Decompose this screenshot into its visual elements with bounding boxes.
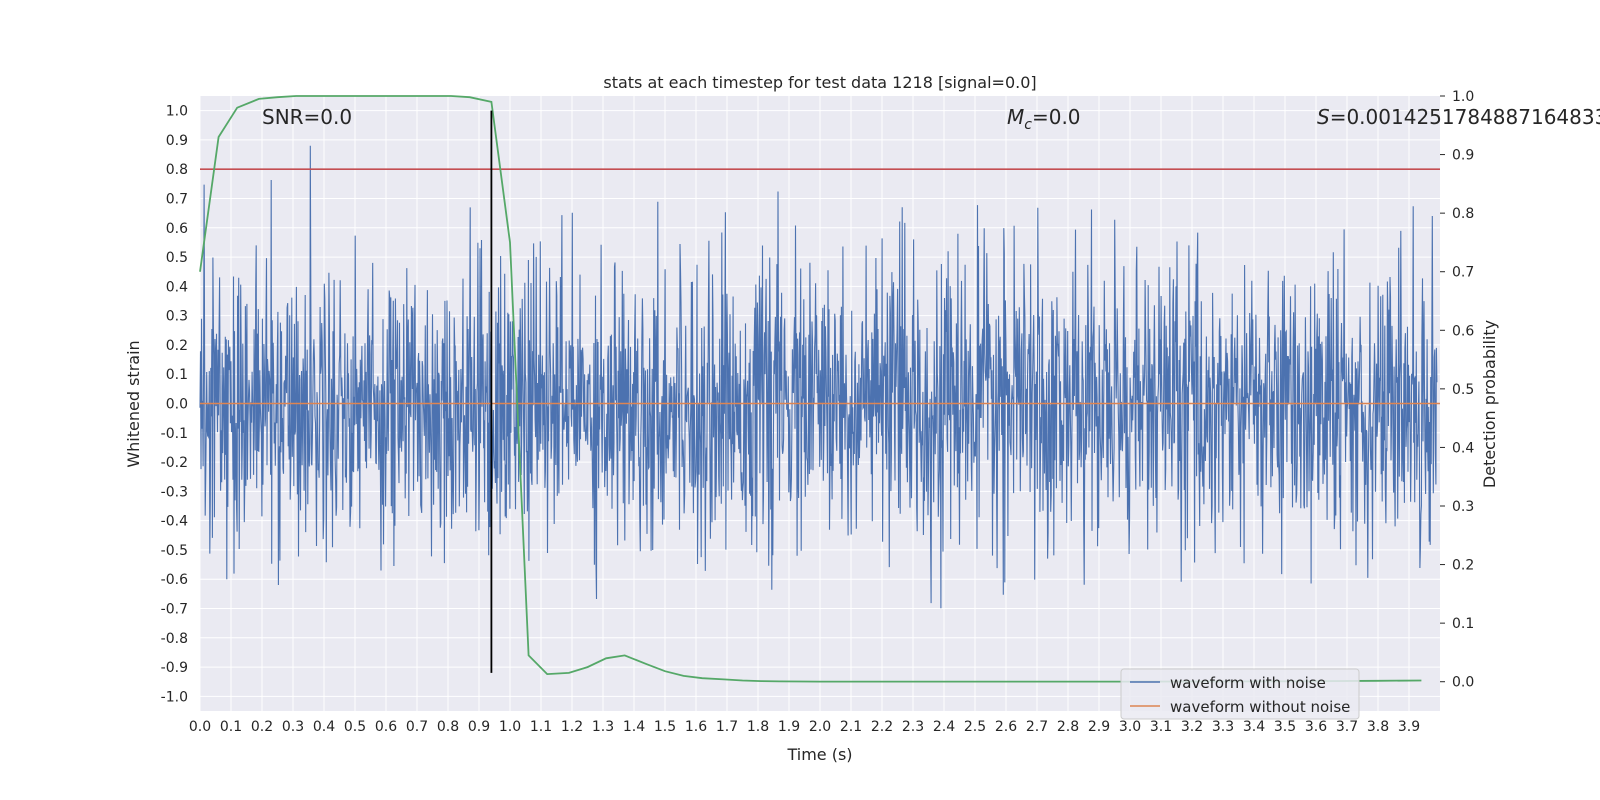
x-tick-label: 1.7 (716, 719, 738, 735)
x-tick-label: 2.4 (933, 719, 955, 735)
y-right-tick-label: 0.0 (1452, 675, 1474, 691)
y-left-tick-label: 1.0 (166, 104, 188, 120)
y-left-tick-label: -0.4 (161, 514, 188, 530)
y-left-tick-label: 0.4 (166, 279, 188, 295)
x-tick-label: 0.7 (406, 719, 428, 735)
x-tick-label: 0.2 (251, 719, 273, 735)
x-tick-label: 2.5 (964, 719, 986, 735)
x-tick-label: 1.8 (747, 719, 769, 735)
y-left-tick-label: 0.8 (166, 162, 188, 178)
x-tick-label: 3.2 (1181, 719, 1203, 735)
x-tick-label: 1.4 (623, 719, 645, 735)
y-right-tick-label: 0.7 (1452, 265, 1474, 281)
x-tick-label: 3.1 (1150, 719, 1172, 735)
chart-title: stats at each timestep for test data 121… (603, 73, 1036, 92)
y-left-tick-label: -0.7 (161, 602, 188, 618)
x-tick-label: 0.0 (189, 719, 211, 735)
y-right-tick-label: 0.4 (1452, 440, 1474, 456)
y-left-tick-label: -0.5 (161, 543, 188, 559)
y-left-tick-label: 0.2 (166, 338, 188, 354)
x-tick-label: 1.0 (499, 719, 521, 735)
y-left-tick-label: -0.6 (161, 572, 188, 588)
y-left-tick-label: -0.8 (161, 631, 188, 647)
x-tick-label: 0.1 (220, 719, 242, 735)
y-right-tick-label: 0.2 (1452, 558, 1474, 574)
x-tick-label: 2.0 (809, 719, 831, 735)
mc-annotation: Mc=0.0 (1007, 105, 1081, 133)
x-tick-label: 2.8 (1057, 719, 1079, 735)
y-left-tick-label: 0.5 (166, 250, 188, 266)
x-tick-label: 2.2 (871, 719, 893, 735)
y-right-tick-label: 1.0 (1452, 89, 1474, 105)
y-left-tick-label: 0.6 (166, 221, 188, 237)
y-axis-right-label: Detection probability (1480, 320, 1499, 488)
x-tick-label: 0.6 (375, 719, 397, 735)
y-left-tick-label: 0.0 (166, 397, 188, 413)
x-tick-label: 3.9 (1398, 719, 1420, 735)
x-tick-label: 1.9 (778, 719, 800, 735)
y-right-tick-label: 0.5 (1452, 382, 1474, 398)
waveform-with-noise-line (199, 145, 1438, 609)
y-right-tick-label: 0.8 (1452, 206, 1474, 222)
x-tick-label: 0.8 (437, 719, 459, 735)
y-right-tick-label: 0.9 (1452, 148, 1474, 164)
x-tick-label: 1.6 (685, 719, 707, 735)
legend-label-noise: waveform with noise (1170, 674, 1326, 692)
x-tick-label: 0.5 (344, 719, 366, 735)
x-axis-label: Time (s) (786, 745, 852, 764)
y-left-tick-label: 0.9 (166, 133, 188, 149)
x-tick-label: 3.4 (1243, 719, 1265, 735)
x-tick-label: 3.3 (1212, 719, 1234, 735)
x-tick-label: 2.6 (995, 719, 1017, 735)
y-left-tick-label: 0.1 (166, 367, 188, 383)
x-tick-label: 0.4 (313, 719, 335, 735)
legend: waveform with noise waveform without noi… (1120, 668, 1360, 720)
x-tick-label: 1.3 (592, 719, 614, 735)
detection-probability-line (199, 95, 1422, 683)
y-left-tick-label: -0.2 (161, 455, 188, 471)
legend-box (1120, 668, 1360, 720)
x-tick-label: 3.7 (1336, 719, 1358, 735)
ticks: 0.0 0.1 0.2 0.3 0.4 0.5 0.6 0.7 0.8 0.9 1.0 1.1 1.2 1… (161, 89, 1475, 735)
y-right-tick-label: 0.3 (1452, 499, 1474, 515)
x-tick-label: 1.5 (654, 719, 676, 735)
x-tick-label: 2.1 (840, 719, 862, 735)
s-annotation: S=0.0014251784887164833 (1317, 105, 1600, 129)
y-right-tick-label: 0.6 (1452, 323, 1474, 339)
x-tick-label: 3.8 (1367, 719, 1389, 735)
x-tick-label: 3.6 (1305, 719, 1327, 735)
y-left-tick-label: 0.3 (166, 309, 188, 325)
x-tick-label: 0.9 (468, 719, 490, 735)
y-right-tick-label: 0.1 (1452, 616, 1474, 632)
y-left-tick-label: -0.9 (161, 660, 188, 676)
noise-series (199, 145, 1438, 609)
legend-label-clean: waveform without noise (1170, 698, 1350, 716)
lines (199, 95, 1440, 683)
x-tick-label: 0.3 (282, 719, 304, 735)
snr-annotation: SNR=0.0 (262, 105, 352, 129)
x-tick-label: 1.2 (561, 719, 583, 735)
y-left-tick-label: -0.3 (161, 484, 188, 500)
x-tick-label: 3.0 (1119, 719, 1141, 735)
x-tick-label: 2.3 (902, 719, 924, 735)
y-left-tick-label: 0.7 (166, 192, 188, 208)
x-tick-label: 3.5 (1274, 719, 1296, 735)
x-tick-label: 2.7 (1026, 719, 1048, 735)
x-tick-label: 1.1 (530, 719, 552, 735)
y-left-tick-label: -0.1 (161, 426, 188, 442)
y-axis-left-label: Whitened strain (124, 340, 143, 467)
y-left-tick-label: -1.0 (161, 689, 188, 705)
x-tick-label: 2.9 (1088, 719, 1110, 735)
